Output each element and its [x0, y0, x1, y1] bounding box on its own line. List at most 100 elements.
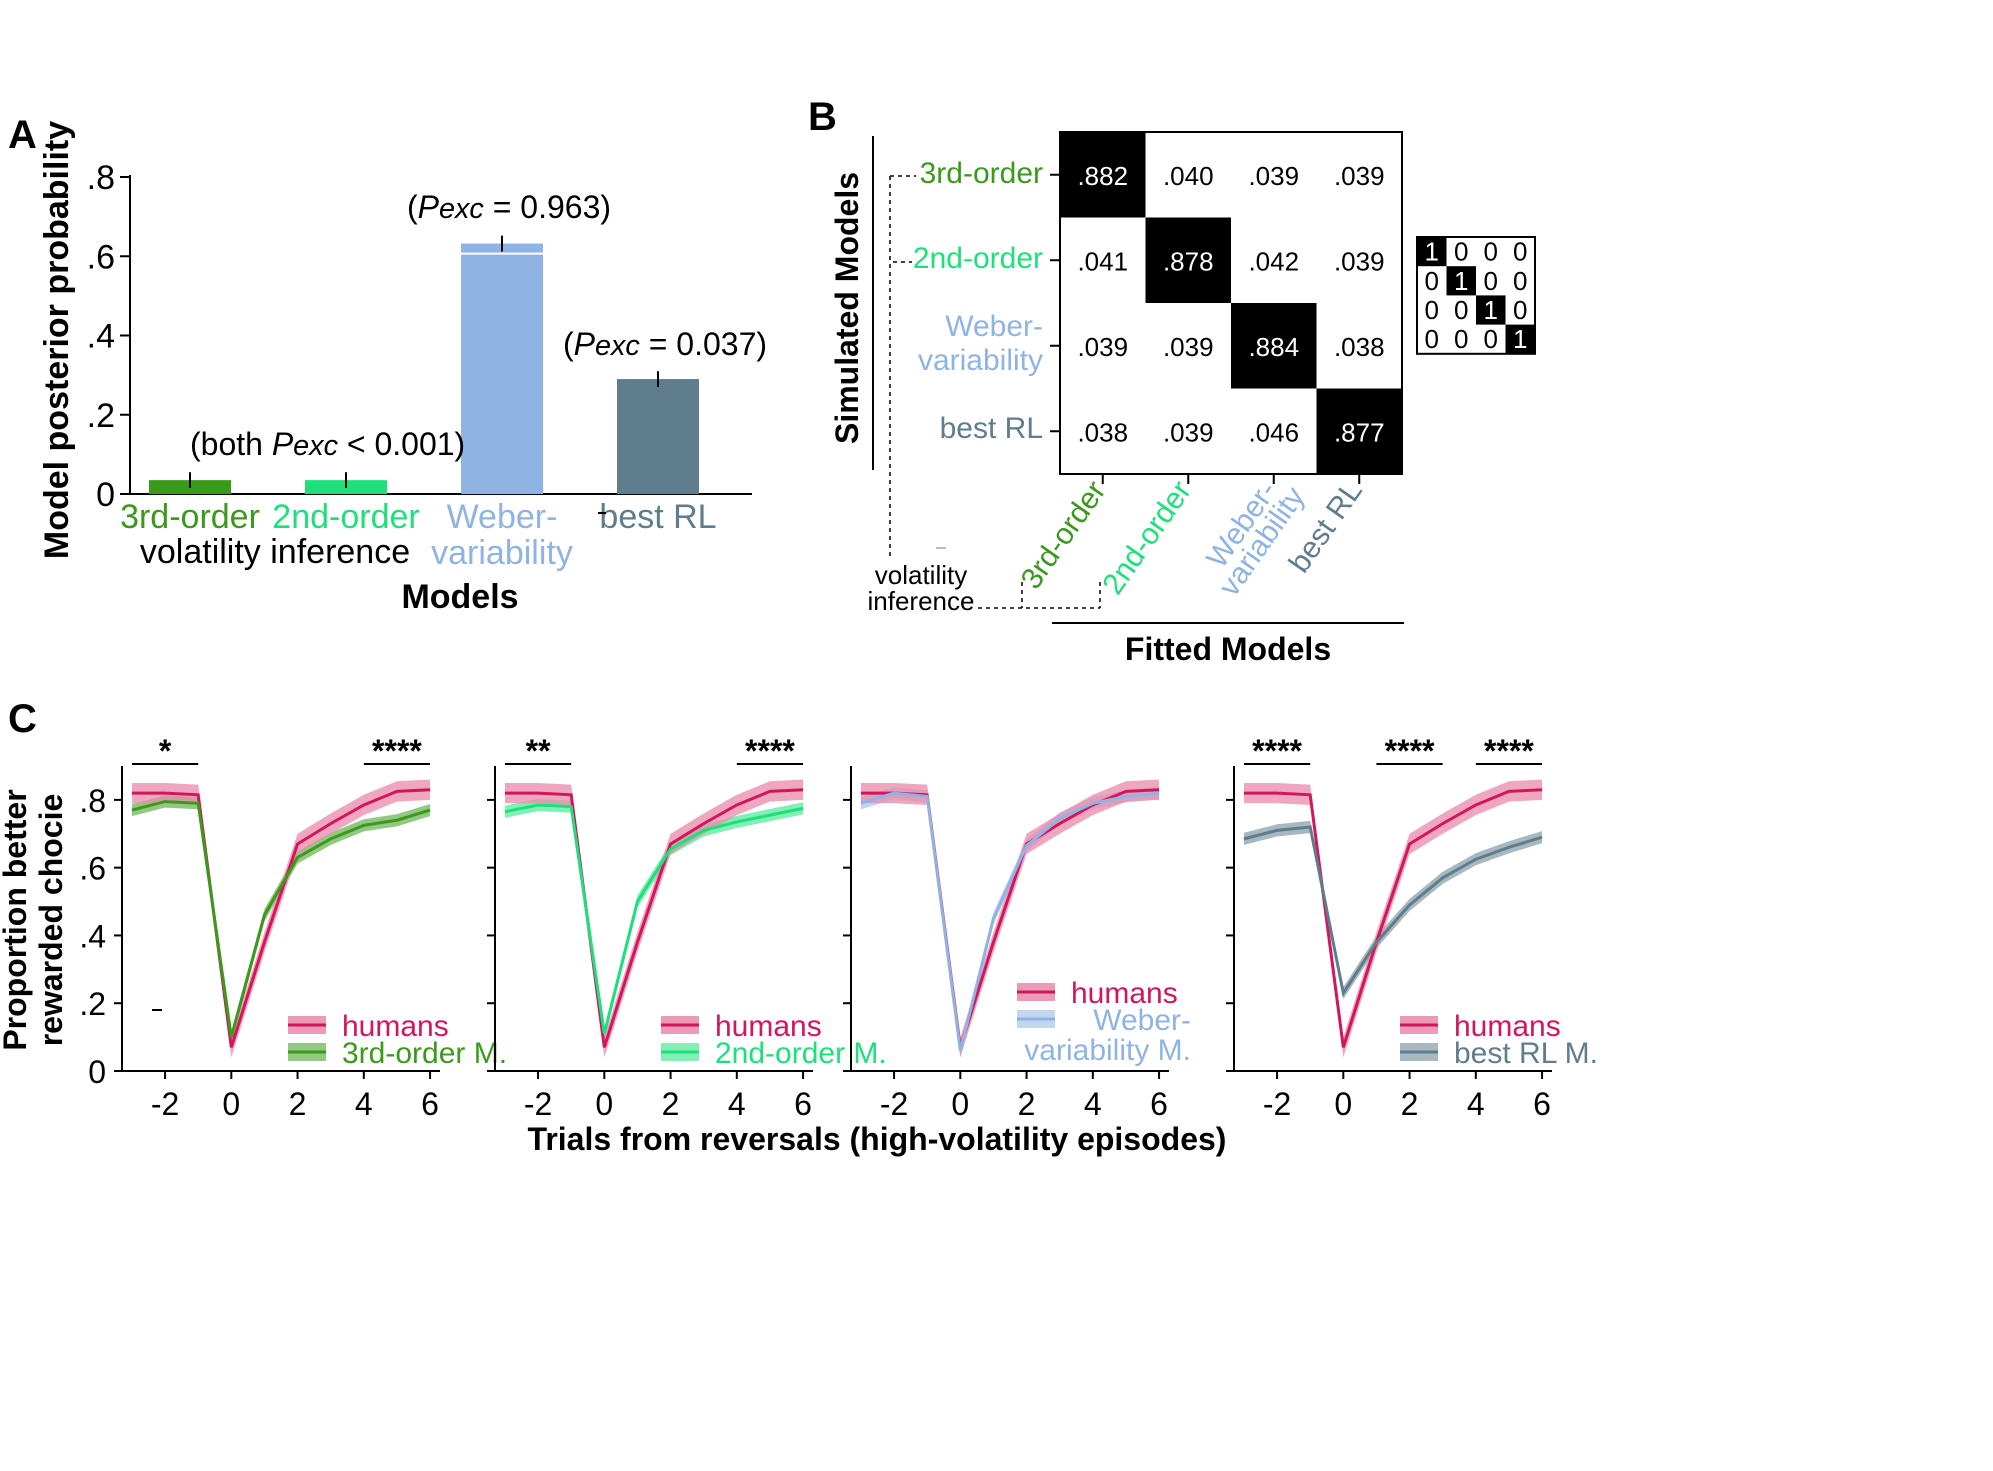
b-row-label: Weber-	[945, 310, 1043, 343]
c-x-tick-label: 2	[289, 1086, 307, 1122]
b-cell-value: .884	[1248, 332, 1299, 362]
c-model-line	[1243, 825, 1543, 997]
c-x-tick-label: -2	[1263, 1086, 1291, 1122]
b-group-label: volatility	[875, 560, 967, 590]
b-row-label: variability	[918, 344, 1043, 377]
a-category-label: 2nd-order	[272, 498, 419, 536]
b-identity-value: 0	[1454, 295, 1468, 325]
c-x-tick-label: 6	[421, 1086, 439, 1122]
a-annotation-rl-prefix: (	[563, 326, 574, 362]
c-y-tick-label: .2	[79, 986, 106, 1022]
a-annotation-both-p: P	[272, 426, 294, 462]
b-identity-value: 1	[1425, 237, 1439, 267]
b-cell-value: .878	[1163, 246, 1214, 276]
b-cell-value: .038	[1077, 417, 1128, 447]
a-annotation-weber: (Pexc = 0.963)	[407, 189, 611, 225]
c-x-tick-label: 0	[222, 1086, 240, 1122]
panel-c: C Proportion better rewarded chocie Trials …	[0, 697, 1598, 1157]
a-annotation-rl-suffix: = 0.037)	[640, 326, 767, 362]
c-legend-humans: humans	[1071, 977, 1178, 1010]
c-humans-line	[1243, 788, 1543, 1048]
b-cell-value: .040	[1163, 161, 1214, 191]
c-model-line	[131, 800, 431, 1038]
c-x-tick-label: 0	[1334, 1086, 1352, 1122]
b-cell-value: .041	[1077, 246, 1128, 276]
a-y-tick-label: 0	[96, 476, 115, 514]
c-y-label: rewarded chocie	[33, 794, 69, 1047]
panel-b: B .882 .040 .039 .039 .041 .878 .042 .039 .039 .03…	[808, 95, 1536, 667]
c-x-tick-label: 6	[1150, 1086, 1168, 1122]
b-identity-dark	[1476, 295, 1506, 325]
c-y-tick-label: .4	[79, 918, 106, 954]
c-legend-model: Weber-	[1093, 1004, 1191, 1037]
b-identity-frame	[1416, 236, 1536, 355]
a-annotation-weber-p: P	[418, 189, 440, 225]
b-cell-dark	[1231, 303, 1317, 389]
c-x-tick-label: -2	[880, 1086, 908, 1122]
a-y-tick-label: .8	[87, 159, 115, 197]
c-humans-line	[131, 788, 431, 1048]
a-annotation-weber-prefix: (	[407, 189, 418, 225]
b-identity-dark	[1417, 237, 1447, 267]
c-y-label: Proportion better	[0, 789, 33, 1050]
a-bar-4	[617, 379, 699, 494]
b-cell-dark	[1316, 388, 1402, 474]
b-identity-dark	[1505, 324, 1535, 354]
b-identity-value: 0	[1513, 295, 1527, 325]
b-row-label: 3rd-order	[920, 157, 1043, 190]
a-annotation-rl: (Pexc = 0.037)	[563, 326, 767, 362]
c-sig-label: ****	[1252, 733, 1302, 769]
a-y-tick-label: .2	[87, 397, 115, 435]
b-identity-value: 0	[1454, 237, 1468, 267]
panel-label-c: C	[8, 697, 37, 741]
a-annotation-rl-p: P	[574, 326, 596, 362]
a-category-label: variability	[431, 534, 573, 572]
c-y-tick-label: .8	[79, 783, 106, 819]
a-annotation-weber-sub: exc	[439, 193, 484, 225]
c-legend-model: 3rd-order M.	[342, 1037, 507, 1070]
c-legend-model: best RL M.	[1454, 1037, 1598, 1070]
b-col-label: 3rd-order	[1015, 475, 1113, 595]
b-identity-value: 0	[1513, 266, 1527, 296]
panel-label-b: B	[808, 95, 837, 139]
c-x-tick-label: 2	[1018, 1086, 1036, 1122]
c-legend-model: variability M.	[1024, 1034, 1191, 1067]
b-cell-value: .038	[1334, 332, 1385, 362]
b-identity-value: 0	[1425, 266, 1439, 296]
c-sig-label: ****	[372, 733, 422, 769]
b-cell-value: .039	[1334, 246, 1385, 276]
c-x-tick-label: -2	[151, 1086, 179, 1122]
c-legend-humans: humans	[715, 1010, 822, 1043]
b-identity-value: 0	[1513, 237, 1527, 267]
a-category-label: best RL	[599, 498, 716, 536]
c-x-tick-label: 0	[595, 1086, 613, 1122]
c-x-tick-label: -2	[524, 1086, 552, 1122]
b-row-label: 2nd-order	[913, 242, 1043, 275]
c-y-tick-label: .6	[79, 851, 106, 887]
b-identity-value: 0	[1484, 324, 1498, 354]
panel-a: A .8 .6 .4 .2 0 Model posterior probability 3rd…	[8, 113, 767, 616]
c-model-band	[131, 795, 431, 1044]
a-annotation-both: (both Pexc < 0.001)	[190, 426, 465, 462]
b-cell-value: .039	[1248, 161, 1299, 191]
a-annotation-weber-suffix: = 0.963)	[484, 189, 611, 225]
c-x-tick-label: 6	[1533, 1086, 1551, 1122]
b-cell-value: .046	[1248, 417, 1299, 447]
b-identity-value: 1	[1484, 295, 1498, 325]
a-bar-3	[461, 243, 543, 494]
c-x-tick-label: 4	[728, 1086, 746, 1122]
c-legend-humans: humans	[1454, 1010, 1561, 1043]
c-x-tick-label: 2	[662, 1086, 680, 1122]
b-y-label: Simulated Models	[829, 172, 865, 444]
c-x-tick-label: 0	[951, 1086, 969, 1122]
a-category-label: 3rd-order	[120, 498, 260, 536]
b-identity-value: 0	[1454, 324, 1468, 354]
b-group-label: inference	[868, 586, 975, 616]
c-x-tick-label: 2	[1401, 1086, 1419, 1122]
c-x-tick-label: 4	[1084, 1086, 1102, 1122]
a-category-label: Weber-	[447, 498, 558, 536]
b-matrix-frame	[1059, 131, 1403, 475]
